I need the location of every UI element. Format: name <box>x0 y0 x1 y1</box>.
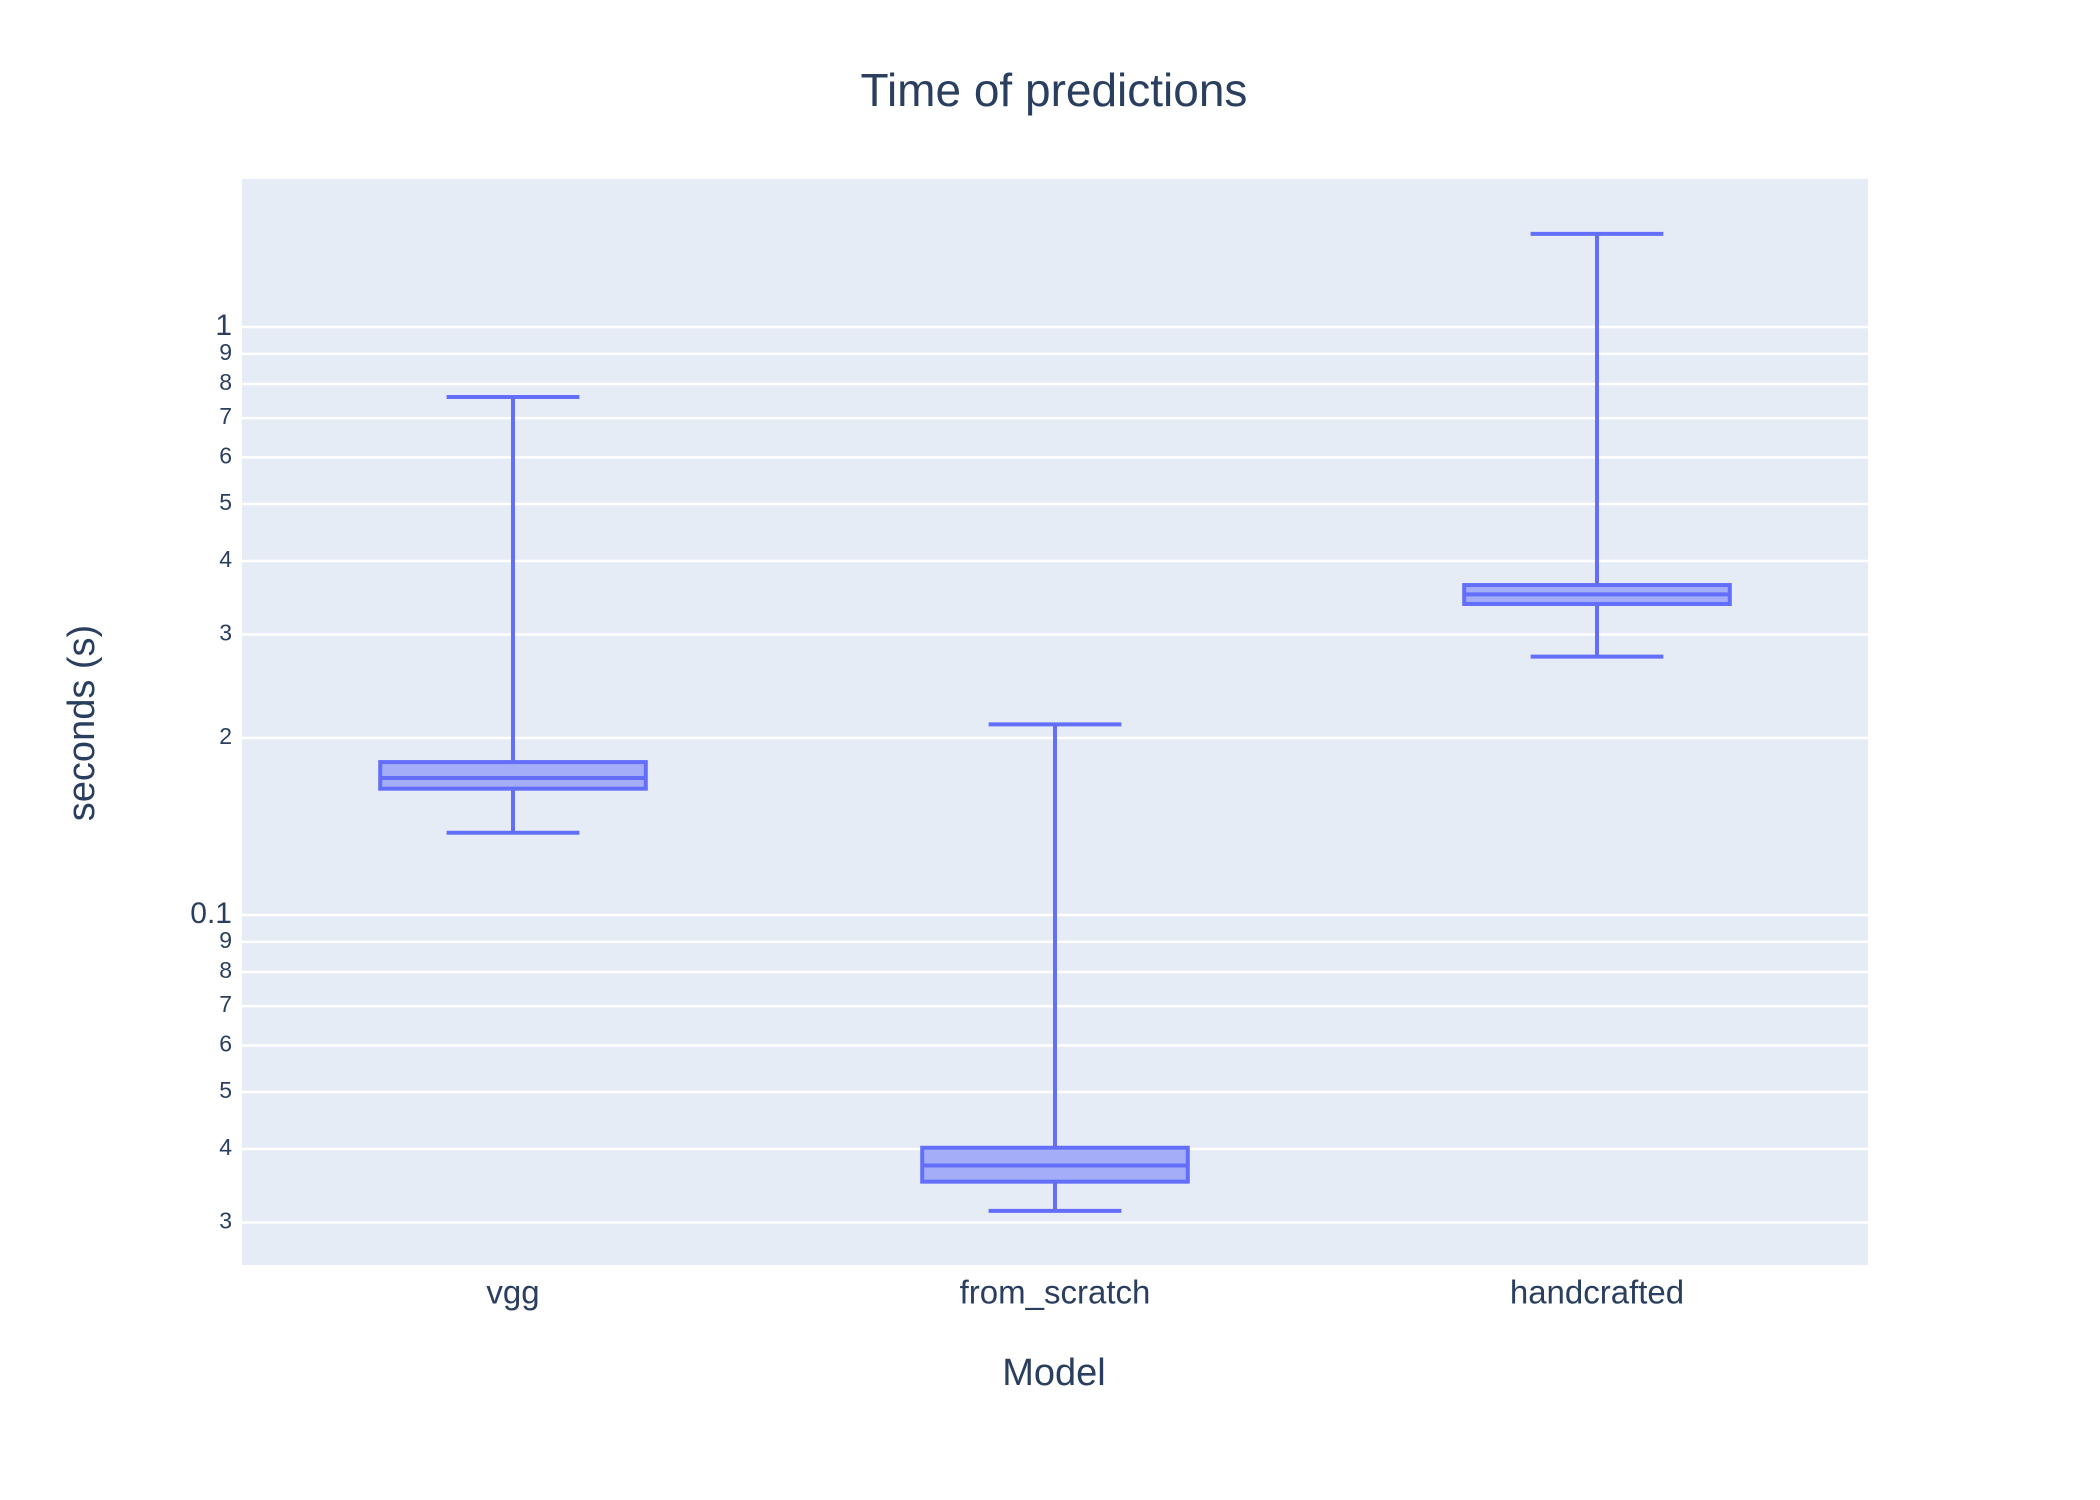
y-tick-label: 6 <box>219 1031 232 1057</box>
x-tick-label: handcrafted <box>1510 1274 1684 1311</box>
y-tick-label: 8 <box>219 369 232 395</box>
marks <box>378 231 1732 1213</box>
y-tick-label: 7 <box>219 991 232 1017</box>
y-tick-label: 4 <box>219 1134 232 1160</box>
y-tick-label: 6 <box>219 443 232 469</box>
y-axis-title: seconds (s) <box>61 625 103 821</box>
chart-title: Time of predictions <box>861 64 1248 116</box>
y-tick-label: 3 <box>219 620 232 646</box>
y-tick-label: 7 <box>219 403 232 429</box>
y-tick-label: 8 <box>219 957 232 983</box>
y-tick-label: 3 <box>219 1208 232 1234</box>
y-tick-label: 9 <box>219 927 232 953</box>
x-tick-label: vgg <box>486 1274 539 1311</box>
y-tick-label: 5 <box>219 489 232 515</box>
y-tick-label: 2 <box>219 723 232 749</box>
y-tick-label: 5 <box>219 1077 232 1103</box>
y-tick-label: 4 <box>219 546 232 572</box>
y-tick-label: 1 <box>215 309 232 342</box>
x-axis-title: Model <box>1002 1352 1106 1394</box>
y-tick-label: 0.1 <box>190 897 232 930</box>
x-tick-label: from_scratch <box>960 1274 1151 1311</box>
box <box>378 760 648 791</box>
y-tick-label: 9 <box>219 339 232 365</box>
